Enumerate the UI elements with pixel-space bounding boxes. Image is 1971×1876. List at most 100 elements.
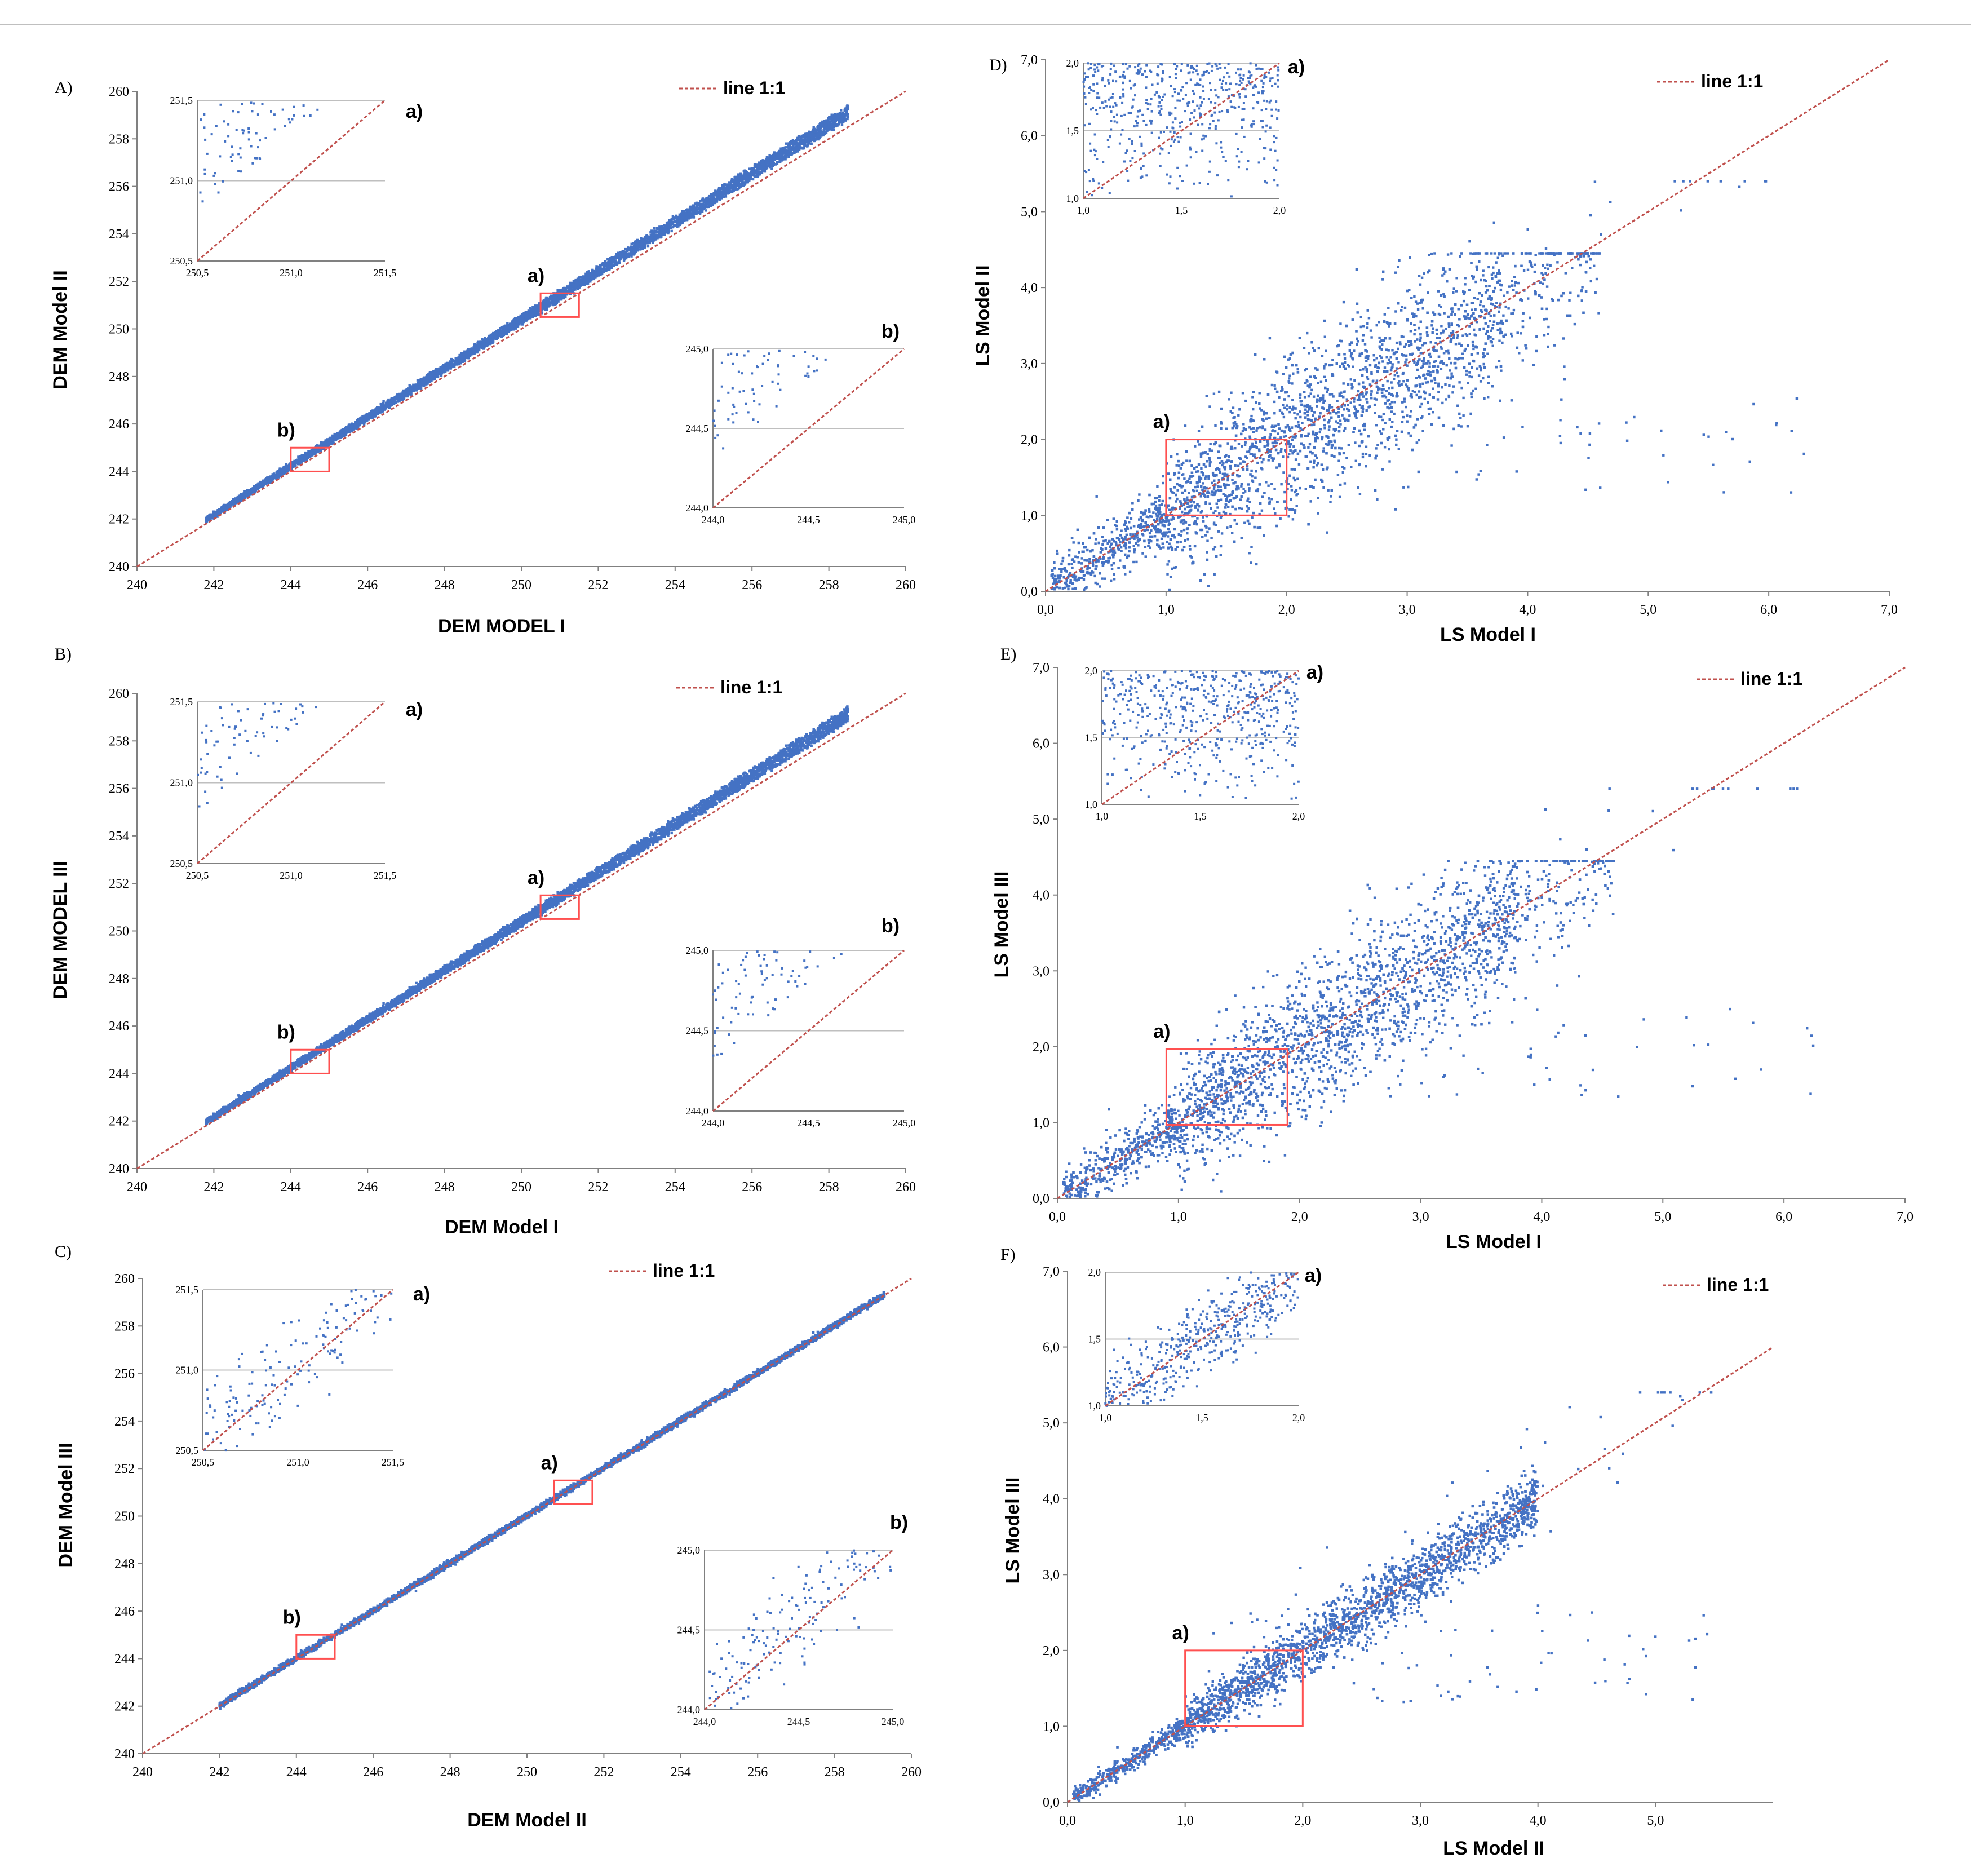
data-point (733, 188, 736, 190)
data-point (591, 270, 593, 272)
data-point (646, 237, 648, 239)
data-point (641, 240, 644, 242)
data-point (822, 124, 825, 126)
data-point (630, 246, 632, 248)
data-point (619, 252, 622, 254)
data-point (807, 132, 809, 135)
data-point (665, 227, 667, 229)
data-point (291, 466, 294, 468)
data-point (250, 491, 252, 493)
data-point (322, 443, 324, 445)
data-point (771, 165, 773, 167)
x-tick-label: 252 (588, 578, 608, 592)
data-point (667, 221, 669, 223)
data-point (817, 138, 820, 140)
data-point (622, 250, 624, 253)
data-point (728, 192, 730, 194)
data-point (648, 236, 650, 238)
data-point (557, 299, 559, 302)
data-point (699, 205, 701, 207)
figure: 240 242 244 246 248 250 252 254 256 258 2602402422… (0, 0, 1971, 1876)
data-point (472, 348, 475, 350)
data-point (684, 213, 686, 215)
data-point (545, 303, 547, 306)
data-point (661, 232, 663, 235)
data-point (623, 259, 625, 262)
data-point (784, 158, 786, 160)
data-point (574, 281, 576, 283)
data-point (789, 147, 791, 149)
data-point (547, 300, 549, 302)
data-point (799, 139, 801, 141)
data-point (578, 286, 580, 289)
data-point (627, 255, 630, 258)
data-point (366, 414, 368, 416)
y-tick-label: 246 (109, 417, 129, 432)
data-point (525, 312, 527, 315)
data-point (484, 339, 486, 342)
data-point (822, 129, 825, 131)
data-point (398, 394, 401, 396)
data-point (693, 207, 696, 210)
data-point (548, 303, 550, 305)
y-tick-label: 242 (109, 512, 129, 527)
data-point (531, 308, 534, 311)
data-point (694, 203, 696, 205)
data-point (653, 227, 655, 229)
data-point (840, 109, 842, 111)
data-point (813, 126, 815, 129)
data-point (847, 113, 849, 115)
data-point (659, 236, 662, 238)
data-point (590, 275, 592, 277)
data-point (481, 347, 483, 349)
data-point (574, 287, 576, 290)
data-point (476, 346, 478, 348)
data-point (485, 344, 488, 346)
data-point (788, 153, 790, 155)
data-point (258, 486, 260, 489)
data-point (531, 312, 534, 315)
data-point (672, 215, 674, 218)
data-point (294, 460, 296, 462)
data-point (746, 171, 748, 174)
data-point (486, 342, 488, 344)
data-point (604, 260, 606, 262)
data-point (226, 506, 228, 508)
data-point (743, 183, 746, 185)
data-point (339, 431, 341, 433)
data-point (336, 432, 339, 434)
y-tick-label: 252 (109, 275, 129, 289)
data-point (515, 328, 517, 330)
data-point (433, 378, 435, 380)
panel-A: 240 242 244 246 248 250 252 254 256 258 2602402422… (50, 78, 916, 637)
data-point (671, 223, 674, 225)
data-point (741, 177, 743, 179)
data-point (814, 138, 817, 140)
data-point (278, 470, 281, 472)
data-point (753, 175, 755, 177)
data-point (645, 241, 648, 244)
data-point (837, 113, 839, 115)
data-point (767, 165, 769, 167)
x-tick-label: 260 (896, 578, 916, 592)
data-point (434, 375, 436, 377)
data-point (531, 306, 534, 308)
data-point (671, 226, 674, 228)
data-point (694, 213, 696, 215)
data-point (259, 481, 262, 483)
y-tick-label: 260 (109, 85, 129, 99)
data-point (537, 306, 539, 308)
data-point (698, 202, 700, 205)
data-point (206, 520, 208, 522)
data-point (847, 116, 849, 118)
data-point (218, 509, 220, 511)
data-point (738, 185, 740, 187)
data-point (758, 165, 760, 167)
data-point (818, 129, 821, 131)
data-point (721, 184, 724, 187)
data-point (475, 349, 477, 351)
data-point (828, 123, 830, 126)
data-point (515, 325, 517, 327)
data-point (567, 290, 569, 292)
data-point (766, 157, 768, 159)
